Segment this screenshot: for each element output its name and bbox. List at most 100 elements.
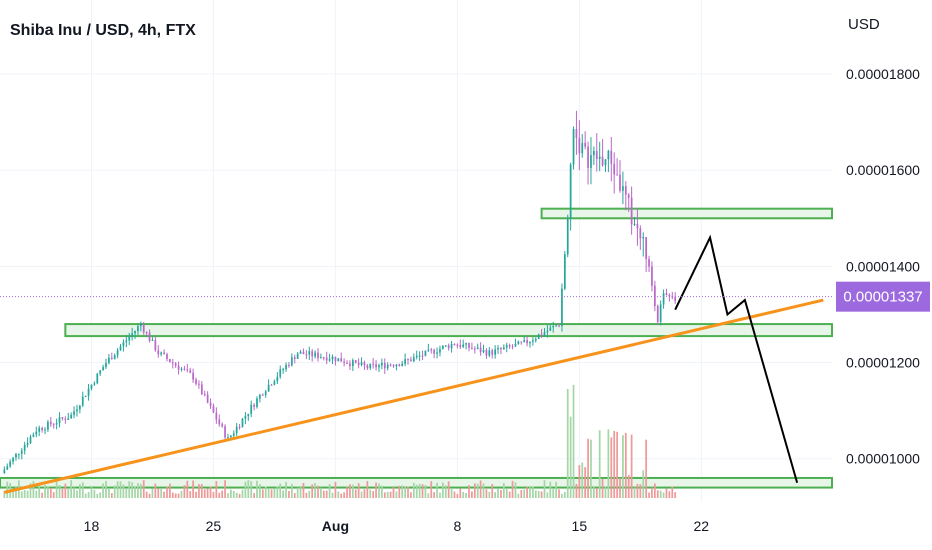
volume-bar [227,493,229,498]
volume-bar [459,488,462,498]
candle-body [601,156,604,166]
volume-bar [70,480,73,498]
candle-body [566,218,569,255]
candle-body [366,365,369,369]
candle-body [598,156,601,159]
price-axis[interactable]: 0.00001800 0.00001600 0.00001400 0.00001200… [846,66,920,467]
volume-bar [12,490,14,498]
volume-bar [651,487,653,498]
candle-body [73,411,75,415]
candle-body [476,347,479,349]
candle-body [471,347,473,349]
candle-body [235,426,238,434]
volume-bar [392,487,395,498]
volume-bar [534,490,537,498]
time-axis[interactable]: 18 25 Aug 8 15 22 [84,518,710,534]
volume-bar [674,492,677,498]
candle-body [116,350,119,356]
volume-bar [6,481,9,498]
candle-body [282,369,285,371]
candle-body [322,357,325,359]
volume-bar [308,490,311,498]
candle-body [3,469,6,474]
volume-bar [462,491,465,498]
volume-bar [450,489,453,498]
volume-bar [87,491,90,498]
volume-bar [102,483,104,498]
candle-body [479,347,482,353]
volume-bar [569,416,572,498]
price-tick-label: 0.00001800 [846,66,920,82]
volume-bar [619,477,621,498]
volume-bar [517,493,520,498]
candle-body [215,412,218,420]
volume-bar [186,480,189,498]
candle-body [41,427,43,431]
candle-body [169,359,171,363]
candle-body [401,363,404,367]
candle-body [331,356,334,360]
volume-bar [610,437,613,498]
candle-body [520,341,523,343]
candle-body [221,424,224,427]
volume-bar [99,492,102,498]
volume-bar [441,482,444,498]
volume-bar [421,484,424,498]
volume-bar [264,486,267,498]
time-tick-label: Aug [322,518,349,534]
candle-body [523,340,526,343]
volume-bar [386,491,389,498]
candle-body [494,349,497,355]
candle-body [151,340,154,342]
volume-bar [288,490,290,498]
time-tick-label: 15 [572,518,588,534]
volume-bar [209,486,212,498]
candle-body [264,391,267,395]
zone-rectangles[interactable] [0,207,834,489]
candle-body [157,350,160,355]
volume-bar [351,484,354,498]
candle-body [305,354,308,356]
candle-body [624,186,627,195]
volume-bar [523,489,526,498]
volume-bar [328,483,331,498]
price-tick-label: 0.00001600 [846,162,920,178]
volume-bar [58,485,61,498]
candle-body [395,364,398,367]
volume-bar [198,484,200,498]
candle-body [514,344,517,347]
candle-body [84,395,87,397]
volume-bar [662,492,665,498]
volume-bar [465,493,467,498]
volume-bar [15,487,17,498]
volume-bar [485,489,488,498]
volume-bar [38,484,41,498]
volume-bar [436,482,438,498]
candle-body [389,364,392,366]
candle-body [148,332,151,341]
candle-body [665,293,668,295]
volume-bar [299,487,302,498]
candle-body [418,355,421,357]
volume-bar [139,483,142,498]
candle-body [244,415,247,419]
candle-body [180,368,183,370]
candle-body [386,364,389,369]
volume-bar [505,488,508,498]
candle-body [299,351,302,354]
candle-body [410,359,412,362]
candle-body [584,142,587,147]
volume-bar [627,474,630,498]
volume-bar [581,462,584,498]
volume-bar [174,493,177,498]
candle-body [433,349,436,354]
candle-body [572,129,575,165]
drawings[interactable] [4,234,824,494]
candle-body [314,352,316,357]
volume-bar [296,487,299,498]
candle-body [296,353,299,360]
candle-body [70,414,73,419]
candle-body [227,437,229,439]
volume-bar [171,492,174,498]
